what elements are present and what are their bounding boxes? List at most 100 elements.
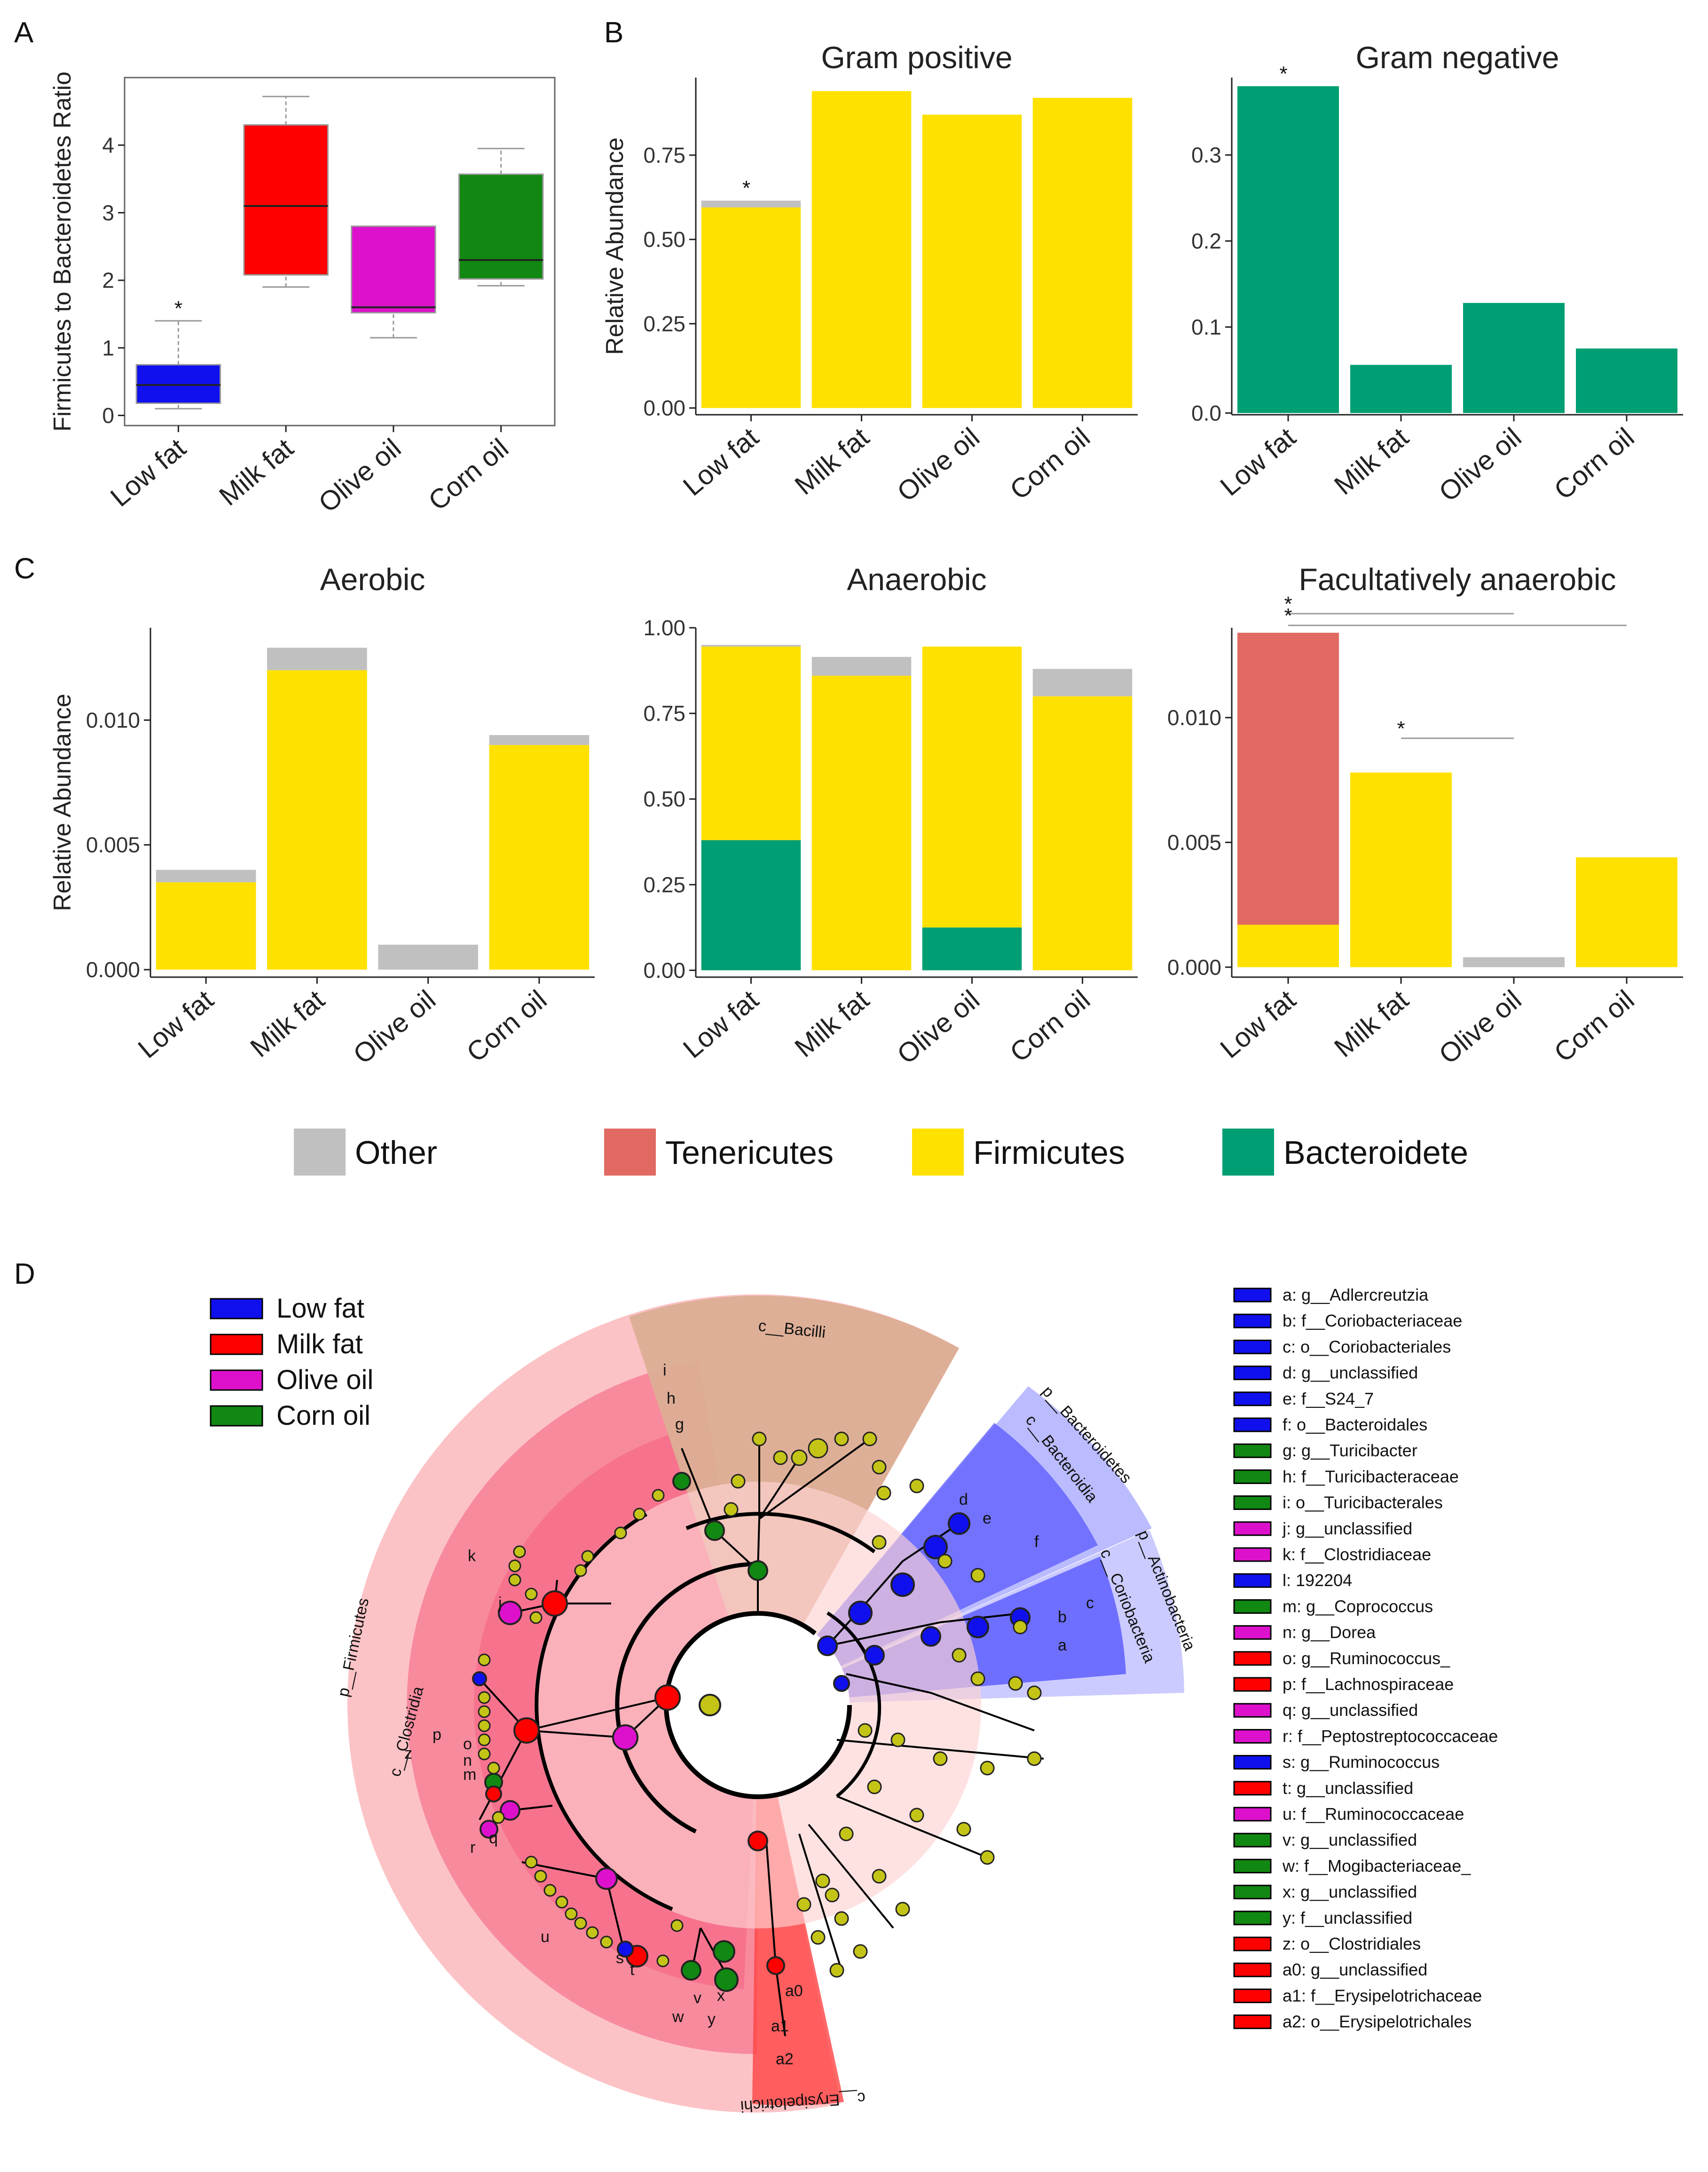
y-axis-label: Relative Abundance xyxy=(49,694,76,911)
bar-other-milk-fat xyxy=(811,656,912,676)
phylum-legend: Other Tenericutes Firmicutes Bacteroidet… xyxy=(294,1129,1468,1176)
taxa-swatch-z xyxy=(1233,1936,1272,1951)
x-tick-label-milk-fat: Milk fat xyxy=(789,984,874,1063)
y-tick-label: 0.00 xyxy=(643,396,685,420)
group-label-corn-oil: Corn oil xyxy=(276,1400,370,1431)
significance-mark: * xyxy=(1284,592,1292,616)
y-tick-label: 0.00 xyxy=(643,958,685,982)
taxa-label-o: o: g__Ruminococcus_ xyxy=(1283,1649,1450,1668)
panel-letter-a: A xyxy=(14,16,34,49)
x-tick-label-low-fat: Low fat xyxy=(1214,422,1301,502)
x-tick-label-low-fat: Low fat xyxy=(105,433,192,513)
taxa-label-v: v: g__unclassified xyxy=(1283,1830,1417,1849)
taxa-label-f: f: o__Bacteroidales xyxy=(1283,1415,1427,1434)
x-tick-label-low-fat: Low fat xyxy=(132,984,219,1064)
bar-firmicutes-low-fat xyxy=(701,647,801,840)
taxa-label-a2: a2: o__Erysipelotrichales xyxy=(1283,2012,1472,2031)
taxa-label-n: n: g__Dorea xyxy=(1283,1623,1376,1642)
cladogram-nodes xyxy=(472,1472,1031,1992)
taxa-swatch-f xyxy=(1233,1417,1272,1432)
x-tick-label-olive-oil: Olive oil xyxy=(1433,422,1527,507)
taxa-swatch-m xyxy=(1233,1599,1272,1614)
y-tick-label: 1.00 xyxy=(643,616,685,640)
node-letter-z: z xyxy=(404,1745,412,1762)
bar-firmicutes-corn-oil xyxy=(1032,696,1133,971)
taxa-swatch-t xyxy=(1233,1781,1272,1796)
bar-firmicutes-milk-fat xyxy=(811,675,912,971)
bar-other-corn-oil xyxy=(489,735,590,745)
x-tick-label-olive-oil: Olive oil xyxy=(313,433,407,518)
bar-firmicutes-olive-oil xyxy=(922,647,1022,928)
taxa-swatch-g xyxy=(1233,1443,1272,1458)
bar-bacteroidete-milk-fat xyxy=(1350,364,1452,413)
chart-c-anaerobic: Anaerobic 0.00 0.25 0.50 0.75 1.00 Low fat Milk… xyxy=(643,562,1138,1070)
taxa-swatch-i xyxy=(1233,1495,1272,1510)
node-letter-w: w xyxy=(672,2008,684,2026)
x-tick-label-low-fat: Low fat xyxy=(677,984,764,1064)
chart-title: Anaerobic xyxy=(847,562,986,597)
legend-swatch-bacteroidete xyxy=(1222,1129,1274,1176)
taxa-swatch-a2 xyxy=(1233,2014,1272,2030)
center-white-disc xyxy=(666,1613,850,1797)
x-tick-label-corn-oil: Corn oil xyxy=(461,984,552,1068)
box-olive-oil xyxy=(351,225,436,314)
taxa-swatch-k xyxy=(1233,1547,1272,1562)
node-letter-j: j xyxy=(498,1594,502,1612)
x-tick-label-olive-oil: Olive oil xyxy=(347,984,441,1070)
bar-firmicutes-milk-fat xyxy=(1350,772,1452,967)
legend-swatch-other xyxy=(294,1129,346,1176)
taxa-label-i: i: o__Turicibacterales xyxy=(1283,1493,1443,1512)
taxa-label-e: e: f__S24_7 xyxy=(1283,1389,1374,1408)
taxa-label-r: r: f__Peptostreptococcaceae xyxy=(1283,1726,1498,1745)
bar-bacteroidete-low-fat xyxy=(701,840,801,971)
taxa-swatch-q xyxy=(1233,1703,1272,1718)
chart-c-aerobic: Aerobic Relative Abundance 0.000 0.005 0.010… xyxy=(49,562,595,1070)
group-label-low-fat: Low fat xyxy=(276,1293,364,1324)
x-tick-label-low-fat: Low fat xyxy=(677,422,764,502)
node-letter-n: n xyxy=(463,1752,472,1769)
node-letter-a2: a2 xyxy=(776,2050,794,2068)
taxa-label-z: z: o__Clostridiales xyxy=(1283,1934,1421,1953)
bar-other-milk-fat xyxy=(267,648,367,671)
x-tick-label-milk-fat: Milk fat xyxy=(244,984,330,1063)
taxa-label-h: h: f__Turicibacteraceae xyxy=(1283,1467,1459,1486)
y-tick-label: 0.010 xyxy=(86,708,140,732)
y-tick-label: 0 xyxy=(102,403,114,427)
taxa-swatch-a1 xyxy=(1233,1988,1272,2003)
panel-letter-d: D xyxy=(14,1258,35,1290)
node-letter-g: g xyxy=(675,1415,684,1433)
node-letter-u: u xyxy=(541,1928,550,1946)
taxa-swatch-y xyxy=(1233,1911,1272,1926)
taxa-label-l: l: 192204 xyxy=(1283,1571,1352,1590)
x-tick-label-olive-oil: Olive oil xyxy=(891,984,985,1070)
chart-c-facultatively-anaerobic: Facultatively anaerobic 0.000 0.005 0.010 Lo… xyxy=(1167,562,1683,1070)
bar-firmicutes-low-fat xyxy=(701,207,801,408)
significance-mark: * xyxy=(174,297,182,320)
node-letter-s: s xyxy=(616,1949,624,1967)
node-letter-v: v xyxy=(693,1989,701,2007)
node-letter-a0: a0 xyxy=(785,1982,803,2000)
group-swatch-milk-fat xyxy=(210,1334,263,1355)
bar-bacteroidete-olive-oil xyxy=(1463,303,1565,413)
taxa-label-a1: a1: f__Erysipelotrichaceae xyxy=(1283,1986,1482,2005)
y-tick-label: 2 xyxy=(102,268,114,292)
legend-label-other: Other xyxy=(355,1134,437,1171)
bar-other-olive-oil xyxy=(1463,957,1565,967)
y-tick-label: 0.0 xyxy=(1191,401,1221,425)
chart-title: Aerobic xyxy=(320,562,425,597)
node-letter-h: h xyxy=(667,1390,676,1407)
bar-firmicutes-olive-oil xyxy=(922,114,1022,408)
y-tick-label: 0.25 xyxy=(643,311,685,336)
taxa-swatch-u xyxy=(1233,1807,1272,1822)
taxa-label-p: p: f__Lachnospiraceae xyxy=(1283,1674,1454,1694)
taxa-label-d: d: g__unclassified xyxy=(1283,1363,1418,1382)
x-tick-label-corn-oil: Corn oil xyxy=(1548,422,1640,505)
bar-tenericutes-low-fat xyxy=(1237,632,1339,925)
panel-letter-c: C xyxy=(14,553,35,585)
y-tick-label: 0.50 xyxy=(643,787,685,811)
y-tick-label: 1 xyxy=(102,336,114,360)
chart-title: Gram positive xyxy=(821,40,1012,75)
bar-firmicutes-corn-oil xyxy=(1576,857,1677,967)
bar-bacteroidete-corn-oil xyxy=(1576,348,1677,413)
chart-title: Gram negative xyxy=(1356,40,1559,75)
